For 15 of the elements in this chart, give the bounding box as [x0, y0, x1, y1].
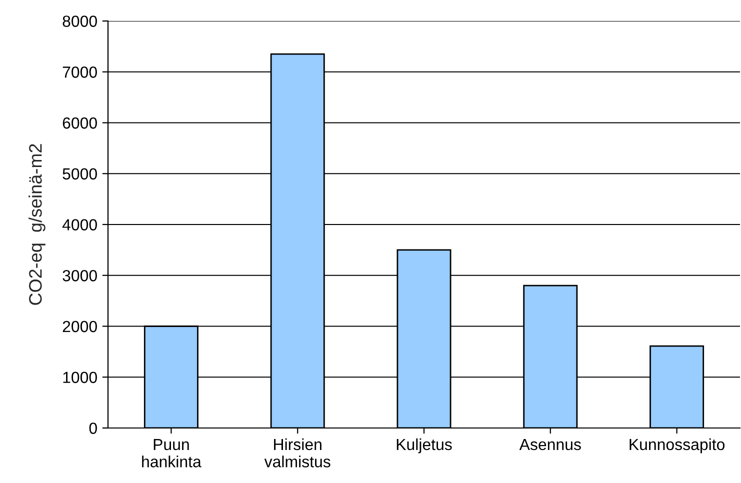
y-tick-label: 3000 — [62, 270, 97, 282]
y-tick-label: 6000 — [62, 117, 97, 129]
y-tick-label: 8000 — [62, 16, 97, 27]
x-tick-label: Puun hankinta — [142, 439, 202, 468]
y-tick-label: 5000 — [62, 168, 97, 180]
x-tick-label: Kunnossapito — [630, 438, 725, 454]
y-tick-label: 0 — [89, 422, 97, 434]
x-tick-label: Kuljetus — [396, 438, 452, 454]
y-axis-title: CO2-eq g/seinä-m2 — [28, 144, 46, 305]
y-tick-label: 2000 — [62, 320, 97, 332]
x-tick-label: Hirsien valmistus — [264, 438, 330, 468]
x-tick-label: Asennus — [519, 439, 581, 450]
y-tick-label: 4000 — [62, 219, 97, 230]
y-tick-label: 1000 — [63, 372, 97, 384]
y-tick-label: 7000 — [62, 66, 97, 78]
